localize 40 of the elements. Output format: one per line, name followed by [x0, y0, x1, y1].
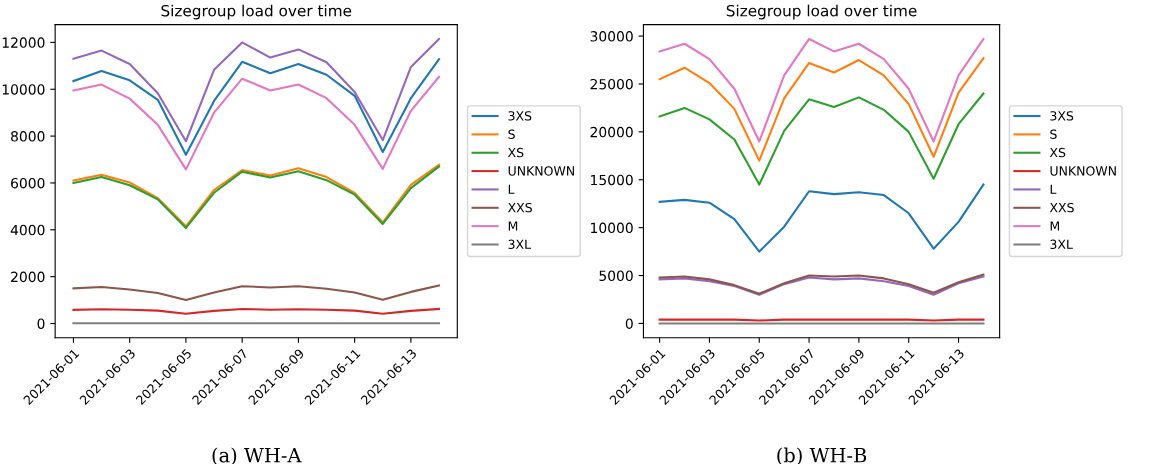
y-tick-label: 30000	[590, 31, 633, 42]
legend-label: S	[508, 129, 515, 139]
legend-label: M	[508, 221, 518, 231]
y-tick-label: 0	[37, 318, 45, 329]
chart-title: Sizegroup load over time	[726, 4, 917, 20]
legend-label: 3XL	[1050, 239, 1073, 250]
legend-label: S	[1050, 129, 1057, 139]
y-tick-label: 8000	[11, 131, 45, 142]
line-series	[72, 284, 441, 302]
line-series	[658, 37, 985, 143]
y-tick-label: 25000	[590, 78, 633, 90]
legend-label: 3XL	[508, 239, 531, 250]
legend-label: UNKNOWN	[508, 166, 574, 176]
line-series	[658, 183, 985, 253]
legend-label: XS	[507, 147, 524, 158]
y-tick-label: 20000	[590, 126, 633, 138]
legend-label: UNKNOWN	[1050, 166, 1116, 176]
legend-label: XS	[1049, 147, 1066, 158]
legend-label: 3XS	[1050, 111, 1074, 121]
y-tick-label: 10000	[591, 222, 633, 234]
line-series	[658, 57, 985, 162]
legend-label: XXS	[507, 202, 532, 213]
y-tick-label: 4000	[10, 224, 45, 236]
y-tick-label: 0	[625, 318, 633, 329]
y-tick-label: 12000	[2, 37, 45, 48]
legend-label: L	[1050, 184, 1057, 194]
y-tick-label: 6000	[11, 177, 45, 189]
line-series	[72, 58, 441, 156]
legend-label: 3XS	[508, 111, 532, 121]
line-series	[72, 75, 441, 171]
legend-label: M	[1050, 221, 1060, 231]
y-tick-label: 2000	[11, 271, 45, 283]
legend-label: XXS	[1049, 202, 1074, 213]
line-series	[72, 37, 441, 143]
y-tick-label: 15000	[591, 174, 633, 186]
line-series	[658, 92, 985, 186]
legend-label: L	[508, 184, 515, 194]
y-tick-label: 10000	[2, 84, 45, 95]
y-tick-label: 5000	[599, 270, 633, 282]
chart-title: Sizegroup load over time	[161, 4, 352, 20]
